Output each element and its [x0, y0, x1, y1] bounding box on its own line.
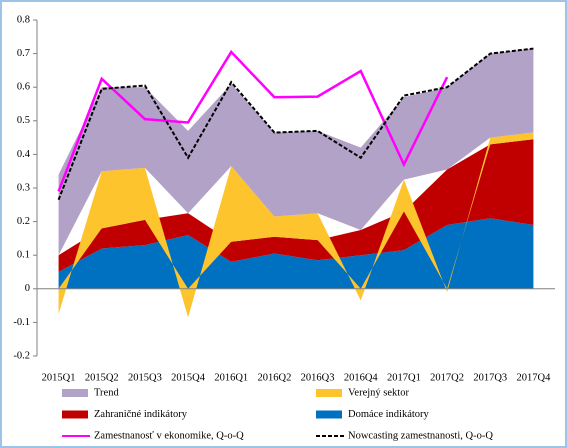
- legend-swatch: [316, 389, 342, 397]
- line: [57, 47, 534, 201]
- y-tick-label: 0.2: [17, 216, 30, 227]
- y-tick-label: -0.1: [13, 317, 30, 328]
- y-tick-label: 0.5: [17, 115, 30, 126]
- y-tick-label: 0: [25, 283, 30, 294]
- y-tick-label: 0.1: [17, 250, 30, 261]
- legend-swatch: [62, 389, 88, 397]
- y-tick-label: 0.3: [17, 182, 30, 193]
- x-tick-label: 2017Q4: [516, 372, 551, 383]
- x-tick-label: 2015Q2: [85, 372, 119, 383]
- area: [58, 132, 534, 318]
- y-tick-label: 0.4: [17, 149, 31, 160]
- x-tick-label: 2016Q2: [257, 372, 291, 383]
- x-tick-label: 2015Q3: [128, 372, 162, 383]
- legend-label: Verejný sektor: [348, 387, 409, 398]
- y-tick-label: 0.7: [17, 48, 30, 59]
- area: [58, 48, 534, 256]
- x-tick-label: 2015Q1: [42, 372, 76, 383]
- legend-label: Nowcasting zamestnanosti, Q-o-Q: [348, 430, 493, 441]
- y-tick-label: -0.2: [13, 350, 30, 361]
- legend-label: Domáce indikátory: [348, 409, 430, 420]
- legend-swatch: [316, 410, 342, 419]
- line: [57, 49, 449, 192]
- x-tick-label: 2016Q3: [301, 372, 335, 383]
- x-tick-label: 2015Q4: [171, 372, 206, 383]
- legend-label: Trend: [94, 387, 119, 398]
- area: [58, 218, 534, 289]
- legend-swatch: [62, 410, 88, 419]
- x-tick-label: 2017Q3: [473, 372, 507, 383]
- legend-label: Zahraničné indikátory: [94, 409, 188, 420]
- area: [58, 139, 534, 272]
- y-tick-label: 0.6: [17, 82, 30, 93]
- x-tick-label: 2016Q1: [214, 372, 248, 383]
- legend-label: Zamestnanosť v ekonomike, Q-o-Q: [94, 430, 244, 441]
- x-tick-label: 2017Q2: [430, 372, 464, 383]
- x-tick-label: 2017Q1: [387, 372, 421, 383]
- x-tick-label: 2016Q4: [344, 372, 379, 383]
- y-tick-label: 0.8: [17, 14, 30, 25]
